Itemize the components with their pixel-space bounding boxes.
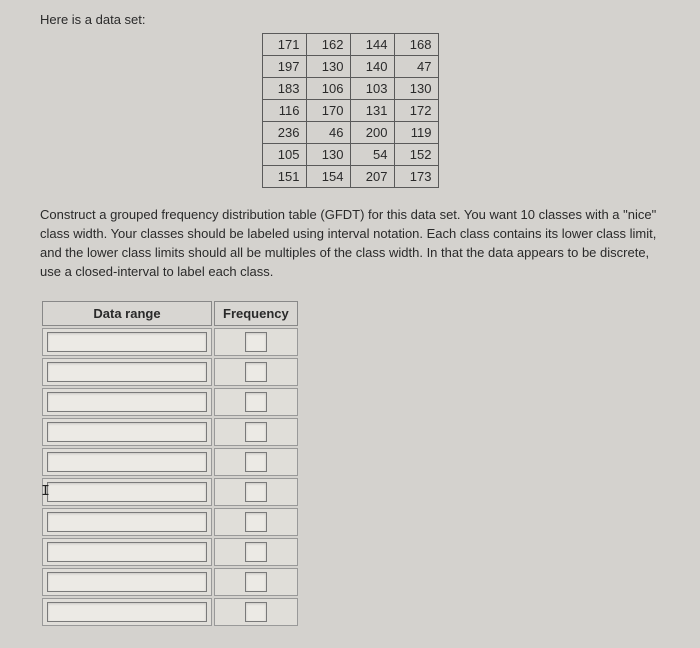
data-cell: 119 bbox=[394, 122, 438, 144]
gfdt-range-cell bbox=[42, 448, 212, 476]
data-cell: 200 bbox=[350, 122, 394, 144]
data-cell: 131 bbox=[350, 100, 394, 122]
gfdt-range-cell bbox=[42, 328, 212, 356]
frequency-input[interactable] bbox=[245, 542, 267, 562]
data-range-input[interactable] bbox=[47, 392, 207, 412]
data-range-input[interactable] bbox=[47, 362, 207, 382]
frequency-input[interactable] bbox=[245, 422, 267, 442]
gfdt-row bbox=[42, 418, 298, 446]
data-range-input[interactable] bbox=[47, 512, 207, 532]
gfdt-freq-cell bbox=[214, 508, 298, 536]
data-cell: 162 bbox=[306, 34, 350, 56]
gfdt-freq-cell bbox=[214, 538, 298, 566]
data-range-input[interactable] bbox=[47, 482, 207, 502]
gfdt-row bbox=[42, 448, 298, 476]
data-cell: 151 bbox=[262, 166, 306, 188]
data-cell: 130 bbox=[306, 56, 350, 78]
frequency-input[interactable] bbox=[245, 602, 267, 622]
gfdt-range-cell bbox=[42, 388, 212, 416]
data-set-table: 1711621441681971301404718310610313011617… bbox=[262, 33, 439, 188]
data-cell: 130 bbox=[394, 78, 438, 100]
data-cell: 130 bbox=[306, 144, 350, 166]
gfdt-header-range: Data range bbox=[42, 301, 212, 326]
instructions-text: Construct a grouped frequency distributi… bbox=[40, 206, 660, 281]
gfdt-freq-cell bbox=[214, 358, 298, 386]
data-cell: 144 bbox=[350, 34, 394, 56]
data-cell: 105 bbox=[262, 144, 306, 166]
gfdt-table: Data range Frequency bbox=[40, 299, 300, 628]
gfdt-row bbox=[42, 478, 298, 506]
data-range-input[interactable] bbox=[47, 422, 207, 442]
data-range-input[interactable] bbox=[47, 572, 207, 592]
data-cell: 116 bbox=[262, 100, 306, 122]
data-cell: 140 bbox=[350, 56, 394, 78]
data-range-input[interactable] bbox=[47, 602, 207, 622]
gfdt-range-cell bbox=[42, 478, 212, 506]
data-range-input[interactable] bbox=[47, 542, 207, 562]
gfdt-range-cell bbox=[42, 568, 212, 596]
gfdt-body bbox=[42, 328, 298, 626]
data-cell: 154 bbox=[306, 166, 350, 188]
data-cell: 183 bbox=[262, 78, 306, 100]
data-cell: 170 bbox=[306, 100, 350, 122]
gfdt-row bbox=[42, 508, 298, 536]
frequency-input[interactable] bbox=[245, 452, 267, 472]
page-container: Here is a data set: 17116214416819713014… bbox=[0, 0, 700, 648]
frequency-input[interactable] bbox=[245, 512, 267, 532]
frequency-input[interactable] bbox=[245, 332, 267, 352]
gfdt-freq-cell bbox=[214, 388, 298, 416]
data-cell: 172 bbox=[394, 100, 438, 122]
gfdt-freq-cell bbox=[214, 478, 298, 506]
data-cell: 171 bbox=[262, 34, 306, 56]
data-cell: 103 bbox=[350, 78, 394, 100]
data-cell: 168 bbox=[394, 34, 438, 56]
gfdt-row bbox=[42, 598, 298, 626]
data-range-input[interactable] bbox=[47, 452, 207, 472]
gfdt-freq-cell bbox=[214, 568, 298, 596]
data-cell: 207 bbox=[350, 166, 394, 188]
data-cell: 197 bbox=[262, 56, 306, 78]
data-cell: 152 bbox=[394, 144, 438, 166]
gfdt-range-cell bbox=[42, 358, 212, 386]
gfdt-row bbox=[42, 568, 298, 596]
gfdt-freq-cell bbox=[214, 448, 298, 476]
gfdt-range-cell bbox=[42, 598, 212, 626]
frequency-input[interactable] bbox=[245, 482, 267, 502]
intro-text: Here is a data set: bbox=[40, 12, 660, 27]
data-cell: 106 bbox=[306, 78, 350, 100]
frequency-input[interactable] bbox=[245, 362, 267, 382]
data-cell: 46 bbox=[306, 122, 350, 144]
data-cell: 173 bbox=[394, 166, 438, 188]
gfdt-row bbox=[42, 538, 298, 566]
gfdt-row bbox=[42, 358, 298, 386]
frequency-input[interactable] bbox=[245, 572, 267, 592]
gfdt-freq-cell bbox=[214, 328, 298, 356]
frequency-input[interactable] bbox=[245, 392, 267, 412]
gfdt-range-cell bbox=[42, 418, 212, 446]
gfdt-row bbox=[42, 388, 298, 416]
data-cell: 236 bbox=[262, 122, 306, 144]
gfdt-row bbox=[42, 328, 298, 356]
data-range-input[interactable] bbox=[47, 332, 207, 352]
data-cell: 47 bbox=[394, 56, 438, 78]
gfdt-freq-cell bbox=[214, 598, 298, 626]
gfdt-freq-cell bbox=[214, 418, 298, 446]
gfdt-header-freq: Frequency bbox=[214, 301, 298, 326]
gfdt-range-cell bbox=[42, 538, 212, 566]
gfdt-range-cell bbox=[42, 508, 212, 536]
data-cell: 54 bbox=[350, 144, 394, 166]
